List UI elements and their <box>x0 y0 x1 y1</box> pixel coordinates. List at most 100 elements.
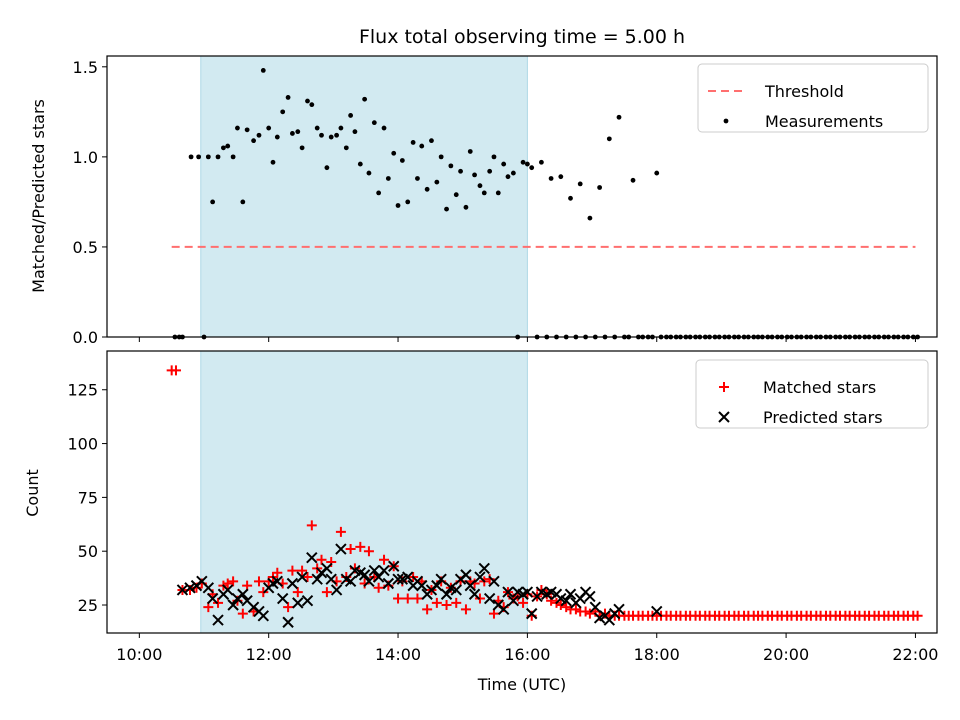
measurement-point <box>539 159 544 165</box>
measurement-point <box>381 125 387 131</box>
bottom-y-tick-label: 75 <box>78 488 98 507</box>
measurement-point <box>366 170 372 176</box>
predicted-star-point <box>440 588 453 600</box>
predicted-star-point <box>460 569 472 581</box>
matched-star-point <box>170 365 181 376</box>
bottom-legend: Matched stars Predicted stars <box>695 359 929 429</box>
measurement-point <box>597 185 603 190</box>
x-axis-label: Time (UTC) <box>477 675 566 694</box>
measurement-point <box>385 176 391 181</box>
matched-star-point <box>355 541 366 552</box>
top-y-tick-label: 0.0 <box>73 328 98 347</box>
measurement-point <box>221 145 226 151</box>
measurement-point <box>266 125 272 131</box>
matched-star-point <box>272 567 283 578</box>
legend-measurement-swatch <box>723 118 729 124</box>
measurement-point <box>395 203 401 208</box>
predicted-star-point <box>206 592 219 605</box>
measurement-point <box>453 192 459 198</box>
measurement-point <box>343 145 349 151</box>
measurement-point <box>305 98 310 104</box>
measurement-point <box>429 138 434 144</box>
measurement-point <box>495 190 501 196</box>
matched-star-point <box>287 565 298 576</box>
predicted-star-point <box>502 586 514 598</box>
top-y-axis-label: Matched/Predicted stars <box>29 99 48 293</box>
matched-star-point <box>441 600 452 611</box>
measurement-point <box>244 127 250 133</box>
matched-star-point <box>422 604 433 615</box>
bottom-y-tick-label: 125 <box>67 381 98 400</box>
measurement-point <box>587 215 593 221</box>
predicted-star-point <box>468 588 481 600</box>
predicted-star-point <box>431 579 443 592</box>
measurement-point <box>558 174 564 180</box>
predicted-star-point <box>402 571 414 583</box>
matched-star-point <box>393 593 404 604</box>
predicted-star-point <box>202 582 215 594</box>
predicted-star-point <box>321 562 333 575</box>
measurement-point <box>520 159 526 165</box>
bottom-y-tick-label: 25 <box>78 596 98 615</box>
measurement-point <box>568 195 573 201</box>
matched-star-point <box>402 593 413 604</box>
matched-star-point <box>345 544 356 555</box>
predicted-star-point <box>388 560 400 572</box>
matched-star-point <box>373 582 384 593</box>
predicted-star-point <box>257 610 270 622</box>
measurement-point <box>487 168 493 174</box>
matched-star-point <box>584 608 595 619</box>
measurement-point <box>352 129 358 135</box>
flux-ratio-panel: 0.0 0.5 1.0 1.5 Threshold Measurements <box>73 55 938 347</box>
predicted-star-point <box>651 605 663 618</box>
measurement-point <box>215 154 221 160</box>
predicted-star-point <box>450 584 462 596</box>
predicted-star-point <box>282 616 294 628</box>
measurement-point <box>630 177 636 183</box>
predicted-star-point <box>311 573 323 585</box>
measurement-point <box>260 68 266 73</box>
matched-star-point <box>431 597 442 608</box>
matched-star-point <box>302 572 313 583</box>
matched-star-point <box>283 602 294 613</box>
measurement-point <box>280 109 286 115</box>
predicted-star-point <box>435 573 447 585</box>
matched-star-point <box>237 608 248 619</box>
measurement-point <box>319 132 324 138</box>
predicted-star-point <box>497 603 510 616</box>
predicted-star-point <box>584 590 596 603</box>
measurement-point <box>654 170 660 176</box>
predicted-star-point <box>237 588 249 600</box>
predicted-star-point <box>271 575 284 588</box>
matched-star-point <box>292 587 303 598</box>
predicted-star-point <box>344 575 357 588</box>
measurement-point <box>324 165 330 171</box>
predicted-star-point <box>306 551 318 564</box>
top-observing-window <box>200 55 528 338</box>
predicted-star-point <box>564 588 577 600</box>
predicted-star-point <box>507 595 520 607</box>
matched-star-point <box>335 526 346 537</box>
predicted-star-point <box>483 592 496 605</box>
x-tick-label: 22:00 <box>892 645 938 664</box>
predicted-star-point <box>358 569 371 581</box>
predicted-star-point <box>296 571 308 583</box>
predicted-star-point <box>521 586 534 598</box>
bottom-y-tick-label: 50 <box>78 542 98 561</box>
predicted-star-point <box>416 579 428 592</box>
matched-star-point <box>321 587 332 598</box>
top-y-tick-label: 1.0 <box>73 148 98 167</box>
measurement-point <box>477 183 483 189</box>
measurement-point <box>505 174 511 180</box>
x-tick-label: 18:00 <box>634 645 680 664</box>
predicted-star-point <box>363 575 375 588</box>
predicted-star-point <box>184 582 196 594</box>
top-y-tick-label: 0.5 <box>73 238 98 257</box>
predicted-star-point <box>212 614 224 626</box>
predicted-star-point <box>613 603 625 616</box>
legend-predicted-swatch <box>718 411 730 423</box>
measurement-point <box>524 161 530 167</box>
predicted-star-point <box>227 599 239 611</box>
measurement-point <box>225 143 231 149</box>
